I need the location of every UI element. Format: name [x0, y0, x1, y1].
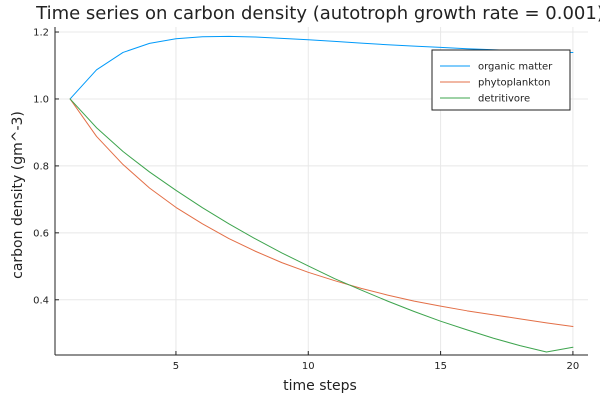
axes: 5 10 15 20 0.4 0.6 0.8 1.0 1.2 [33, 27, 588, 372]
y-tick-label: 0.6 [33, 228, 49, 239]
legend-box [431, 49, 571, 111]
x-tick-label: 15 [434, 361, 447, 372]
x-tick-label: 10 [302, 361, 315, 372]
y-tick-label: 0.4 [33, 295, 49, 306]
x-tick-label: 20 [567, 361, 580, 372]
legend-label-detritivore: detritivore [478, 94, 530, 105]
series-line-phytoplankton [69, 98, 574, 328]
legend-label-organic-matter: organic matter [478, 62, 553, 73]
legend-label-phytoplankton: phytoplankton [478, 78, 550, 89]
x-tick-label: 5 [173, 361, 179, 372]
x-axis-label: time steps [283, 378, 357, 394]
y-tick-label: 0.8 [33, 161, 49, 172]
y-tick-label: 1.2 [33, 28, 49, 39]
legend: organic matter phytoplankton detritivore [431, 49, 571, 111]
y-axis-label: carbon density (gm^-3) [10, 111, 26, 279]
y-tick-label: 1.0 [33, 94, 49, 105]
series-line-detritivore [69, 98, 574, 353]
chart-title: Time series on carbon density (autotroph… [35, 3, 600, 24]
